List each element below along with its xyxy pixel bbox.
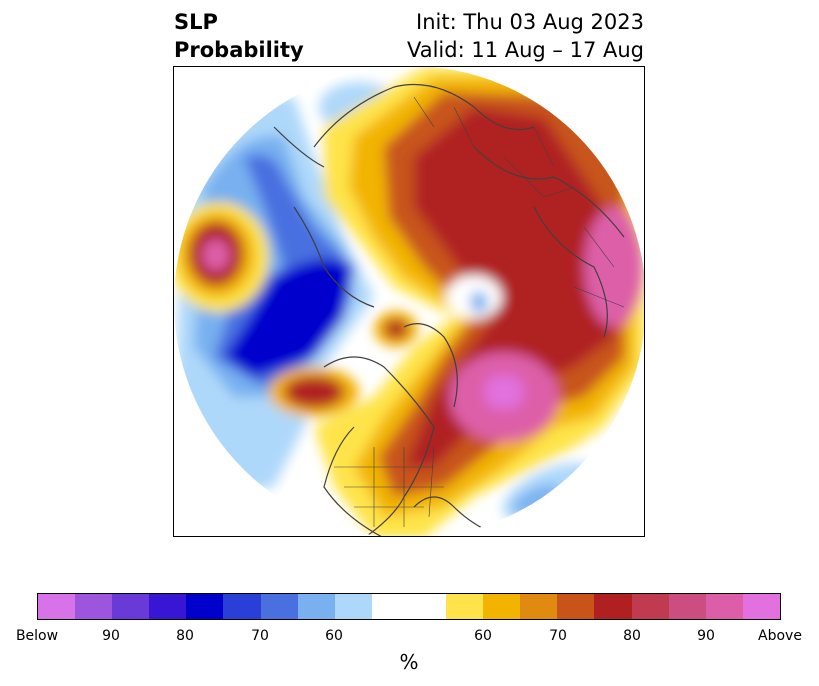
colorbar-segment	[483, 594, 521, 619]
probability-contour	[224, 259, 354, 377]
colorbar-segment	[520, 594, 558, 619]
colorbar-tick-label: Above	[758, 628, 802, 644]
colorbar-segment	[705, 594, 743, 619]
colorbar-segment	[297, 594, 335, 619]
colorbar-tick-label: 60	[325, 628, 343, 644]
colorbar-tick-label: 80	[176, 628, 194, 644]
colorbar-segment	[557, 594, 595, 619]
colorbar-segment	[75, 594, 113, 619]
probability-contour	[384, 319, 408, 339]
colorbar-segment	[594, 594, 632, 619]
colorbar-segment	[334, 594, 372, 619]
colorbar-tick-label: 70	[251, 628, 269, 644]
colorbar-tick-label: Below	[15, 628, 59, 644]
colorbar-unit-label: %	[399, 650, 419, 674]
coastlines	[273, 84, 625, 536]
colorbar-segment	[186, 594, 224, 619]
colorbar-segment	[260, 594, 298, 619]
colorbar-segment	[631, 594, 669, 619]
probability-contour	[484, 374, 524, 410]
chart-title-right: Init: Thu 03 Aug 2023 Valid: 11 Aug – 17…	[407, 8, 644, 64]
init-date: Init: Thu 03 Aug 2023	[416, 10, 644, 34]
colorbar-segment	[149, 594, 187, 619]
colorbar-tick-label: 60	[474, 628, 492, 644]
probability-contour	[202, 239, 230, 271]
colorbar-tick-label: 90	[102, 628, 120, 644]
probability-contours	[174, 67, 644, 536]
colorbar-segment	[371, 594, 409, 619]
colorbar-segment	[223, 594, 261, 619]
map-panel	[173, 66, 645, 537]
probability-map	[174, 67, 644, 536]
colorbar-tick-label: 90	[697, 628, 715, 644]
colorbar-segment	[446, 594, 484, 619]
title-product: Probability	[174, 38, 304, 62]
chart-title-left: SLP Probability	[174, 8, 304, 64]
colorbar-segment	[112, 594, 150, 619]
probability-contour	[284, 376, 344, 408]
colorbar-segment	[408, 594, 447, 619]
valid-range: Valid: 11 Aug – 17 Aug	[406, 38, 644, 62]
colorbar-segment	[742, 594, 780, 619]
colorbar-segment	[668, 594, 706, 619]
title-variable: SLP	[174, 10, 218, 34]
probability-contour	[512, 484, 560, 514]
colorbar-tick-label: 80	[623, 628, 641, 644]
colorbar-segment	[38, 594, 76, 619]
political-borders	[334, 96, 625, 527]
colorbar	[37, 593, 781, 620]
probability-contour	[470, 291, 488, 313]
colorbar-tick-label: 70	[549, 628, 567, 644]
